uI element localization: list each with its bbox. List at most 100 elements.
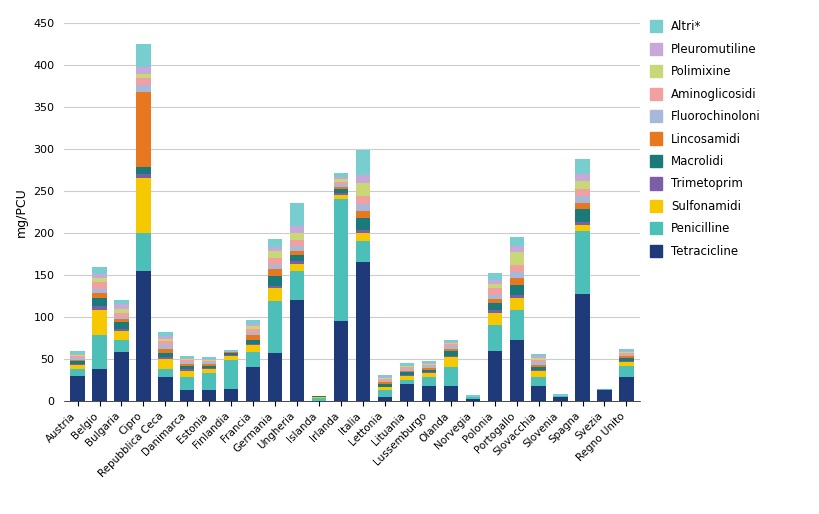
Bar <box>509 237 523 246</box>
Bar <box>618 362 633 366</box>
Bar <box>575 209 589 222</box>
Bar <box>531 360 545 362</box>
Bar <box>378 379 391 381</box>
Bar <box>596 390 611 401</box>
Bar <box>333 173 348 177</box>
Bar <box>224 353 238 355</box>
Bar <box>443 342 457 343</box>
Bar <box>421 386 436 401</box>
Bar <box>268 258 282 265</box>
Bar <box>487 284 501 288</box>
Bar <box>180 364 194 366</box>
Bar <box>487 280 501 284</box>
Bar <box>531 368 545 370</box>
Bar <box>400 380 414 384</box>
Bar <box>136 271 151 401</box>
Bar <box>509 340 523 401</box>
Bar <box>246 326 260 328</box>
Bar <box>136 92 151 168</box>
Bar <box>70 360 84 361</box>
Bar <box>421 372 436 373</box>
Bar <box>509 298 523 310</box>
Bar <box>268 251 282 258</box>
Bar <box>509 295 523 298</box>
Bar <box>575 294 589 401</box>
Bar <box>158 357 172 359</box>
Bar <box>400 366 414 368</box>
Bar <box>114 304 129 308</box>
Bar <box>553 394 567 396</box>
Bar <box>355 230 369 233</box>
Bar <box>290 250 304 255</box>
Bar <box>400 363 414 365</box>
Bar <box>246 368 260 401</box>
Bar <box>509 246 523 252</box>
Bar <box>290 255 304 262</box>
Bar <box>509 271 523 278</box>
Bar <box>465 397 479 399</box>
Bar <box>311 396 326 397</box>
Bar <box>378 384 391 387</box>
Bar <box>290 203 304 226</box>
Bar <box>180 377 194 390</box>
Bar <box>114 331 129 340</box>
Bar <box>333 199 348 321</box>
Bar <box>93 310 106 336</box>
Bar <box>618 352 633 353</box>
Bar <box>114 300 129 304</box>
Bar <box>487 325 501 351</box>
Bar <box>333 184 348 187</box>
Bar <box>400 365 414 366</box>
Bar <box>378 390 391 397</box>
Bar <box>575 181 589 189</box>
Bar <box>224 355 238 356</box>
Bar <box>378 388 391 390</box>
Bar <box>93 289 106 293</box>
Bar <box>333 193 348 195</box>
Bar <box>268 286 282 288</box>
Bar <box>290 300 304 401</box>
Bar <box>93 267 106 274</box>
Bar <box>333 187 348 189</box>
Bar <box>443 352 457 356</box>
Bar <box>618 353 633 355</box>
Bar <box>158 377 172 401</box>
Bar <box>531 371 545 377</box>
Bar <box>400 375 414 376</box>
Bar <box>575 203 589 209</box>
Bar <box>443 343 457 344</box>
Bar <box>290 246 304 250</box>
Bar <box>443 349 457 352</box>
Bar <box>70 356 84 358</box>
Bar <box>355 196 369 205</box>
Bar <box>421 377 436 386</box>
Bar <box>180 360 194 362</box>
Bar <box>355 262 369 401</box>
Bar <box>531 386 545 401</box>
Bar <box>136 44 151 67</box>
Bar <box>93 283 106 289</box>
Bar <box>378 378 391 379</box>
Bar <box>553 397 567 401</box>
Bar <box>400 368 414 369</box>
Bar <box>202 361 216 362</box>
Bar <box>443 346 457 349</box>
Bar <box>618 377 633 401</box>
Bar <box>531 354 545 356</box>
Bar <box>268 265 282 269</box>
Bar <box>421 366 436 368</box>
Bar <box>290 240 304 246</box>
Bar <box>202 357 216 359</box>
Bar <box>246 320 260 324</box>
Bar <box>465 399 479 401</box>
Bar <box>355 183 369 196</box>
Bar <box>114 319 129 322</box>
Bar <box>158 345 172 349</box>
Bar <box>290 271 304 300</box>
Bar <box>531 377 545 386</box>
Bar <box>531 358 545 360</box>
Bar <box>575 196 589 203</box>
Bar <box>268 269 282 276</box>
Bar <box>421 363 436 364</box>
Bar <box>246 328 260 333</box>
